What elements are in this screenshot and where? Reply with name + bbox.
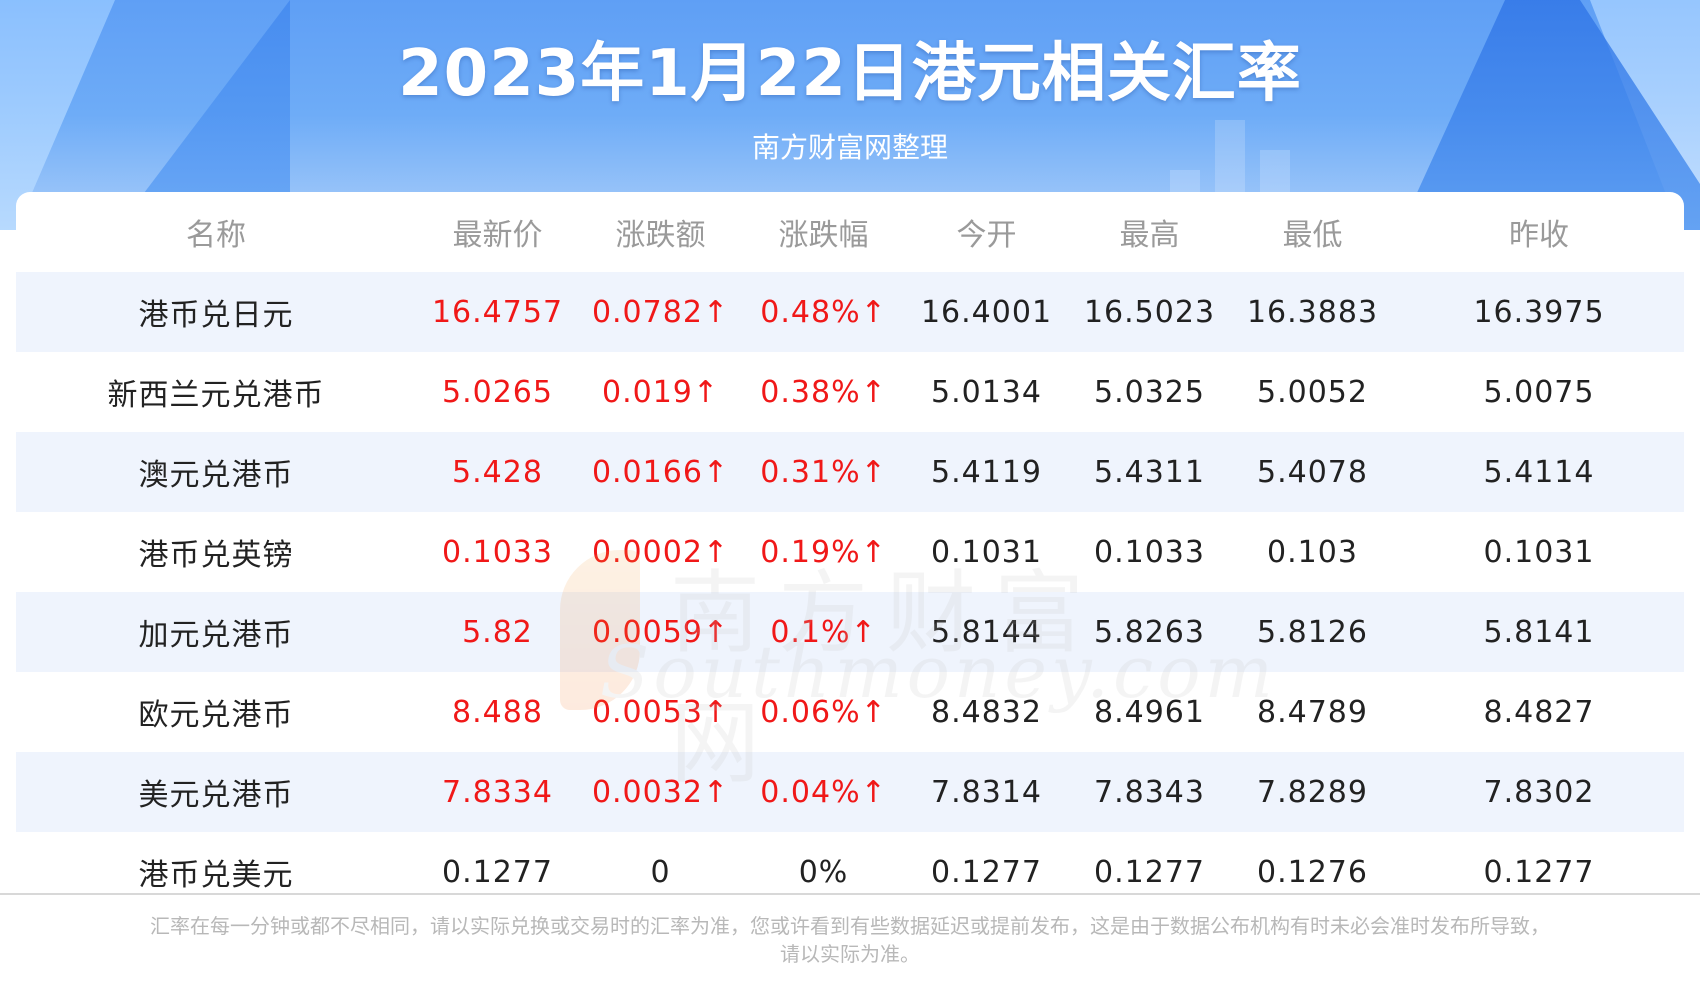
cell-change: 0.0059↑ [579, 592, 742, 672]
cell-open: 5.4119 [905, 432, 1068, 512]
column-header-low: 最低 [1282, 218, 1343, 253]
cell-prev-close: 0.1277 [1394, 832, 1684, 912]
cell-low: 0.1276 [1231, 832, 1394, 912]
cell-high: 5.8263 [1068, 592, 1231, 672]
column-header-change: 涨跌额 [615, 218, 706, 253]
cell-latest: 5.428 [416, 432, 579, 512]
cell-change-pct: 0.1%↑ [742, 592, 905, 672]
cell-high: 5.4311 [1068, 432, 1231, 512]
cell-prev-close: 5.4114 [1394, 432, 1684, 512]
cell-open: 7.8314 [905, 752, 1068, 832]
cell-prev-close: 7.8302 [1394, 752, 1684, 832]
table-header-row: 名称 最新价 涨跌额 涨跌幅 今开 最高 最低 昨收 [16, 192, 1684, 272]
cell-open: 0.1277 [905, 832, 1068, 912]
cell-latest: 0.1277 [416, 832, 579, 912]
cell-high: 16.5023 [1068, 272, 1231, 352]
cell-open: 16.4001 [905, 272, 1068, 352]
cell-name: 美元兑港币 [16, 752, 416, 832]
cell-name: 加元兑港币 [16, 592, 416, 672]
cell-change-pct: 0.38%↑ [742, 352, 905, 432]
cell-latest: 5.82 [416, 592, 579, 672]
table-row: 美元兑港币 7.8334 0.0032↑ 0.04%↑ 7.8314 7.8343 7.82… [16, 752, 1684, 832]
cell-high: 5.0325 [1068, 352, 1231, 432]
cell-change-pct: 0% [742, 832, 905, 912]
column-header-open: 今开 [956, 218, 1017, 253]
cell-name: 港币兑英镑 [16, 512, 416, 592]
table-row: 加元兑港币 5.82 0.0059↑ 0.1%↑ 5.8144 5.8263 5.8126 5… [16, 592, 1684, 672]
cell-change: 0.0782↑ [579, 272, 742, 352]
cell-prev-close: 8.4827 [1394, 672, 1684, 752]
table-row: 港币兑日元 16.4757 0.0782↑ 0.48%↑ 16.4001 16.5023 1… [16, 272, 1684, 352]
rates-table-body: 港币兑日元 16.4757 0.0782↑ 0.48%↑ 16.4001 16.5023 1… [16, 272, 1684, 912]
cell-open: 8.4832 [905, 672, 1068, 752]
cell-prev-close: 16.3975 [1394, 272, 1684, 352]
table-row: 澳元兑港币 5.428 0.0166↑ 0.31%↑ 5.4119 5.4311 5.407… [16, 432, 1684, 512]
cell-low: 5.0052 [1231, 352, 1394, 432]
cell-change-pct: 0.19%↑ [742, 512, 905, 592]
cell-change: 0.0002↑ [579, 512, 742, 592]
cell-latest: 0.1033 [416, 512, 579, 592]
cell-change-pct: 0.31%↑ [742, 432, 905, 512]
cell-name: 港币兑美元 [16, 832, 416, 912]
column-header-change-pct: 涨跌幅 [778, 218, 869, 253]
cell-change: 0.0166↑ [579, 432, 742, 512]
cell-high: 0.1033 [1068, 512, 1231, 592]
cell-open: 0.1031 [905, 512, 1068, 592]
table-row: 欧元兑港币 8.488 0.0053↑ 0.06%↑ 8.4832 8.4961 8.478… [16, 672, 1684, 752]
cell-latest: 8.488 [416, 672, 579, 752]
cell-prev-close: 0.1031 [1394, 512, 1684, 592]
cell-name: 新西兰元兑港币 [16, 352, 416, 432]
cell-low: 5.4078 [1231, 432, 1394, 512]
page-subtitle: 南方财富网整理 [751, 131, 948, 164]
cell-open: 5.0134 [905, 352, 1068, 432]
column-header-name: 名称 [186, 218, 246, 253]
cell-change: 0.019↑ [579, 352, 742, 432]
cell-low: 5.8126 [1231, 592, 1394, 672]
rates-card: 名称 最新价 涨跌额 涨跌幅 今开 最高 最低 昨收 港币兑日元 16.4757 0… [16, 192, 1684, 912]
cell-high: 8.4961 [1068, 672, 1231, 752]
table-row: 港币兑英镑 0.1033 0.0002↑ 0.19%↑ 0.1031 0.1033 0.10… [16, 512, 1684, 592]
cell-high: 0.1277 [1068, 832, 1231, 912]
cell-change: 0.0053↑ [579, 672, 742, 752]
cell-prev-close: 5.0075 [1394, 352, 1684, 432]
cell-low: 0.103 [1231, 512, 1394, 592]
page-title: 2023年1月22日港元相关汇率 [398, 37, 1302, 111]
column-header-prev-close: 昨收 [1509, 218, 1569, 253]
cell-change: 0 [579, 832, 742, 912]
column-header-latest: 最新价 [452, 218, 543, 253]
disclaimer-footnote: 汇率在每一分钟或都不尽相同，请以实际兑换或交易时的汇率为准，您或许看到有些数据延… [70, 912, 1630, 968]
cell-prev-close: 5.8141 [1394, 592, 1684, 672]
cell-name: 港币兑日元 [16, 272, 416, 352]
table-row: 港币兑美元 0.1277 0 0% 0.1277 0.1277 0.1276 0.1277 [16, 832, 1684, 912]
cell-low: 7.8289 [1231, 752, 1394, 832]
cell-open: 5.8144 [905, 592, 1068, 672]
cell-latest: 16.4757 [416, 272, 579, 352]
cell-change-pct: 0.48%↑ [742, 272, 905, 352]
disclaimer-line-2: 请以实际为准。 [780, 942, 920, 966]
cell-latest: 5.0265 [416, 352, 579, 432]
cell-change-pct: 0.04%↑ [742, 752, 905, 832]
cell-low: 8.4789 [1231, 672, 1394, 752]
table-row: 新西兰元兑港币 5.0265 0.019↑ 0.38%↑ 5.0134 5.0325 5.0… [16, 352, 1684, 432]
column-header-high: 最高 [1119, 218, 1180, 253]
cell-high: 7.8343 [1068, 752, 1231, 832]
cell-latest: 7.8334 [416, 752, 579, 832]
cell-name: 澳元兑港币 [16, 432, 416, 512]
cell-name: 欧元兑港币 [16, 672, 416, 752]
cell-low: 16.3883 [1231, 272, 1394, 352]
cell-change: 0.0032↑ [579, 752, 742, 832]
rates-table: 名称 最新价 涨跌额 涨跌幅 今开 最高 最低 昨收 港币兑日元 16.4757 0… [16, 192, 1684, 912]
cell-change-pct: 0.06%↑ [742, 672, 905, 752]
disclaimer-line-1: 汇率在每一分钟或都不尽相同，请以实际兑换或交易时的汇率为准，您或许看到有些数据延… [150, 914, 1550, 938]
footer-divider [0, 893, 1700, 895]
